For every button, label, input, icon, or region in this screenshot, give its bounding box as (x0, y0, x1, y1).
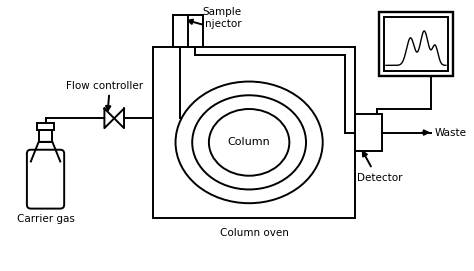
Text: Carrier gas: Carrier gas (17, 214, 74, 224)
Bar (154, 47, 355, 218)
Bar (379, 12, 453, 76)
Text: Flow controller: Flow controller (66, 81, 143, 91)
Bar (173, 15, 202, 47)
Bar (384, 17, 448, 71)
Text: Column: Column (228, 137, 271, 147)
Text: Detector: Detector (357, 173, 403, 183)
Bar (39, 130, 53, 142)
Text: Sample
injector: Sample injector (202, 8, 242, 29)
Text: Waste: Waste (435, 128, 467, 138)
Text: Column oven: Column oven (219, 228, 289, 238)
Bar (355, 114, 382, 151)
Bar (36, 123, 55, 130)
